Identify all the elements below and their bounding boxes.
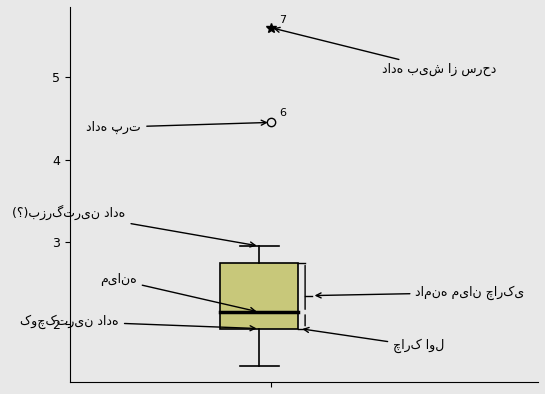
Text: دامنه میان چارکی: دامنه میان چارکی [316, 285, 525, 300]
Text: داده بیش از سرحد: داده بیش از سرحد [275, 28, 496, 76]
Text: چارک اول: چارک اول [304, 327, 445, 353]
Text: (؟)بزرگترین داده: (؟)بزرگترین داده [13, 205, 255, 247]
Text: 6: 6 [280, 108, 287, 118]
Text: کوچکترین داده: کوچکترین داده [20, 314, 255, 331]
Text: 7: 7 [280, 15, 287, 25]
Text: داده پرت: داده پرت [87, 120, 266, 134]
Text: میانه: میانه [100, 273, 255, 312]
Bar [220, 263, 299, 329]
